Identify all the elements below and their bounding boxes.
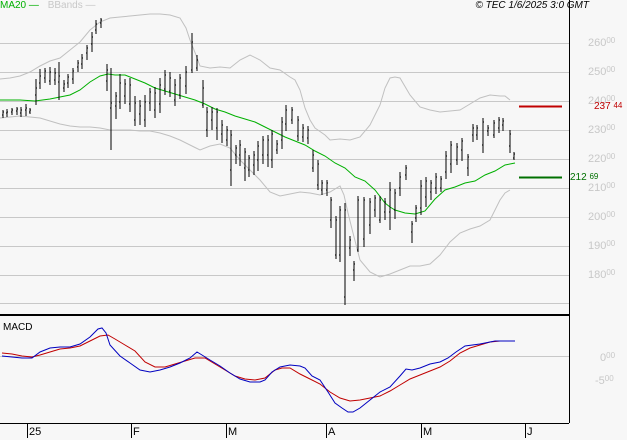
- macd-signal-line: [1, 334, 515, 402]
- x-tick-label: M: [423, 426, 433, 438]
- macd-line: [1, 327, 515, 413]
- x-axis-ticks: [27, 423, 526, 438]
- x-tick-label: F: [133, 426, 140, 438]
- price-tick: 21000: [588, 181, 616, 194]
- x-tick-label: J: [527, 426, 533, 438]
- macd-pane-title: MACD: [3, 322, 33, 333]
- price-tag-lower: 212 69: [570, 172, 599, 183]
- x-tick-label: 25: [29, 426, 42, 438]
- legend-bbands: BBands —: [47, 0, 96, 11]
- x-tick-label: M: [228, 426, 238, 438]
- legend-ma20: MA20 —: [0, 0, 39, 11]
- legend-bbands-label: BBands: [47, 0, 83, 11]
- bbands-lower: [0, 115, 511, 278]
- price-tick: 19000: [588, 239, 616, 252]
- copyright-timestamp: © TEC 1/6/2025 3:0 GMT: [475, 0, 589, 11]
- price-tick: 26000: [588, 36, 616, 49]
- bollinger-bands: [0, 13, 511, 278]
- macd-tick: -500: [595, 374, 614, 387]
- price-tick: 24000: [588, 94, 616, 107]
- x-tick-label: A: [328, 426, 336, 438]
- price-tick: 23000: [588, 123, 616, 136]
- price-bars: [2, 18, 515, 305]
- legend-ma20-label: MA20: [0, 0, 27, 11]
- price-tick: 20000: [588, 210, 616, 223]
- ma20-line: [0, 73, 516, 215]
- macd-tick: 000: [600, 351, 616, 364]
- price-tick: 22000: [588, 152, 616, 165]
- price-tick: 25000: [588, 65, 616, 78]
- price-tick: 18000: [588, 268, 616, 281]
- chart-legend: MA20 — BBands —: [0, 0, 96, 11]
- price-tag-upper: 237 44: [594, 101, 623, 112]
- price-gridlines: [0, 43, 569, 304]
- bbands-upper: [0, 13, 511, 141]
